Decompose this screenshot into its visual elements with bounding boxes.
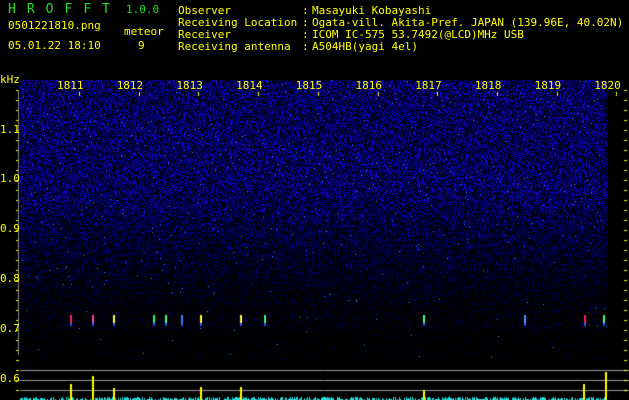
- x-tick-label: 1816: [355, 79, 383, 92]
- logo-letter: F: [64, 2, 73, 17]
- x-tick-label: 1818: [474, 79, 502, 92]
- signal-strength-panel: [0, 360, 629, 400]
- x-tick-label: 1814: [236, 79, 263, 92]
- y-tick-label: 0.8: [0, 272, 20, 285]
- x-tick-label: 1815: [295, 79, 323, 92]
- y-tick-label: 0.9: [0, 222, 20, 235]
- x-tick-label: 1812: [116, 79, 144, 92]
- colon: :: [302, 40, 309, 53]
- logo-letter: O: [45, 2, 54, 17]
- logo-letter: T: [102, 2, 110, 17]
- logo-letter: H: [8, 2, 16, 17]
- spectrogram[interactable]: [20, 80, 607, 360]
- y-tick-label: 0.6: [0, 372, 20, 385]
- file-datetime: 05.01.22 18:10: [8, 39, 101, 52]
- meteor-count: 9: [138, 39, 145, 52]
- info-label-antenna: Receiving antenna: [178, 40, 291, 53]
- y-tick-label: 1.0: [0, 172, 20, 185]
- logo-letter: R: [26, 2, 35, 17]
- x-tick-label: 1819: [534, 79, 562, 92]
- y-tick-label: 0.7: [0, 322, 20, 335]
- meteor-label: meteor: [124, 25, 164, 38]
- file-name: 0501221810.png: [8, 19, 101, 32]
- x-tick-label: 1813: [176, 79, 203, 92]
- logo-letter: F: [83, 2, 92, 17]
- y-unit-label: kHz: [0, 73, 20, 86]
- x-tick-label: 1820: [594, 79, 621, 92]
- app-version: 1.0.0: [126, 3, 160, 16]
- x-tick-label: 1811: [57, 79, 84, 92]
- info-value-antenna: A504HB(yagi 4el): [312, 40, 418, 53]
- y-tick-label: 1.1: [0, 123, 20, 136]
- x-tick-label: 1817: [415, 79, 442, 92]
